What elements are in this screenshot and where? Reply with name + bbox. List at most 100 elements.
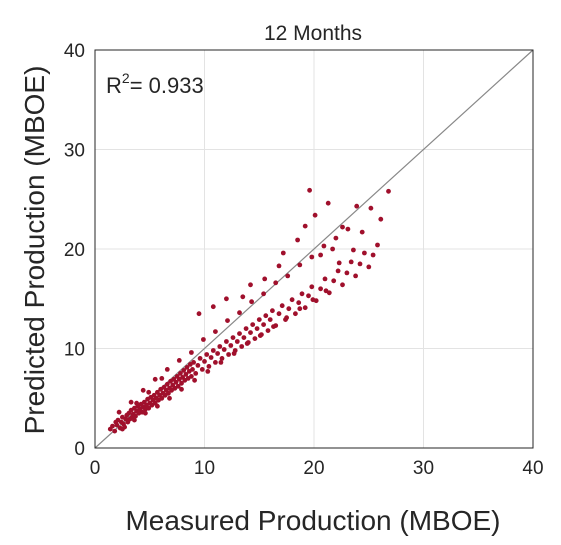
data-point xyxy=(340,224,345,230)
data-point xyxy=(325,200,331,206)
data-point xyxy=(164,381,170,387)
data-point xyxy=(228,343,234,348)
data-point xyxy=(196,311,202,317)
data-point xyxy=(189,350,194,355)
data-point xyxy=(256,317,262,322)
data-point xyxy=(133,413,138,419)
data-point xyxy=(312,212,318,218)
data-point xyxy=(295,237,300,243)
data-point xyxy=(370,252,376,258)
data-point xyxy=(262,276,268,282)
data-point xyxy=(368,205,374,211)
x-tick-label: 40 xyxy=(522,458,543,479)
data-point xyxy=(293,311,298,317)
data-point xyxy=(243,326,249,331)
y-tick-label: 30 xyxy=(64,141,85,162)
data-point xyxy=(225,318,230,323)
data-point xyxy=(267,317,273,322)
data-point xyxy=(241,335,247,340)
data-point xyxy=(318,286,323,292)
data-point xyxy=(351,247,356,253)
data-point xyxy=(296,300,302,306)
data-point xyxy=(213,329,218,334)
x-tick-labels: 0 10 20 30 40 xyxy=(90,458,544,479)
data-point xyxy=(217,344,223,349)
data-point xyxy=(159,376,165,381)
y-tick-label: 10 xyxy=(64,340,85,361)
data-point xyxy=(340,282,345,288)
y-tick-label: 0 xyxy=(74,439,85,460)
data-point xyxy=(231,351,237,356)
data-point xyxy=(254,326,260,331)
data-point xyxy=(179,380,184,386)
data-point xyxy=(159,395,165,401)
data-point xyxy=(237,331,242,336)
data-point xyxy=(248,330,253,335)
data-point xyxy=(191,360,197,365)
data-point xyxy=(366,264,372,270)
data-point xyxy=(167,395,172,401)
data-point xyxy=(215,351,221,356)
r-squared-superscript: 2 xyxy=(122,70,130,86)
y-axis-label: Predicted Production (MBOE) xyxy=(19,66,50,435)
data-point xyxy=(192,377,198,383)
data-point xyxy=(244,341,250,346)
data-point xyxy=(354,203,360,209)
data-point xyxy=(218,360,224,365)
data-point xyxy=(240,294,246,300)
data-points xyxy=(107,187,391,434)
data-point xyxy=(357,261,363,267)
identity-reference-line xyxy=(94,49,534,449)
data-point xyxy=(302,305,308,311)
data-point xyxy=(353,273,358,279)
y-tick-labels: 0 10 20 30 40 xyxy=(64,41,85,460)
data-point xyxy=(273,280,279,286)
data-point xyxy=(224,296,229,302)
data-point xyxy=(176,358,182,363)
data-point xyxy=(336,260,342,266)
x-tick-label: 10 xyxy=(194,458,215,479)
data-point xyxy=(297,306,303,312)
axes-box xyxy=(94,49,534,449)
data-point xyxy=(155,403,160,409)
data-point xyxy=(344,270,350,276)
data-point xyxy=(146,405,152,411)
data-point xyxy=(193,371,199,376)
data-point xyxy=(213,360,218,365)
data-point xyxy=(166,390,171,396)
data-point xyxy=(348,259,354,265)
data-point xyxy=(224,339,229,344)
data-point xyxy=(359,229,365,235)
data-point xyxy=(265,328,271,333)
x-tick-label: 0 xyxy=(90,458,101,479)
data-point xyxy=(309,254,315,260)
data-point xyxy=(321,243,327,249)
data-point xyxy=(345,226,351,232)
data-point xyxy=(276,263,282,269)
data-point xyxy=(307,187,312,193)
data-point xyxy=(128,399,134,405)
data-point xyxy=(110,423,115,429)
data-point xyxy=(197,356,203,361)
data-point xyxy=(323,288,329,294)
data-point xyxy=(204,352,210,357)
data-point xyxy=(195,363,201,368)
data-point xyxy=(333,235,339,241)
data-point xyxy=(140,387,146,393)
data-point xyxy=(178,371,183,376)
data-point xyxy=(261,291,266,297)
data-point xyxy=(270,308,275,314)
data-point xyxy=(318,252,323,258)
data-point xyxy=(362,250,367,256)
data-point xyxy=(210,304,216,310)
data-point xyxy=(261,322,266,327)
chart-title: 12 Months xyxy=(264,22,362,45)
data-point xyxy=(152,376,158,382)
data-point xyxy=(263,313,269,319)
data-point xyxy=(164,367,170,372)
data-point xyxy=(234,339,240,344)
data-point xyxy=(205,369,211,374)
x-tick-label: 30 xyxy=(413,458,434,479)
data-point xyxy=(248,282,253,288)
